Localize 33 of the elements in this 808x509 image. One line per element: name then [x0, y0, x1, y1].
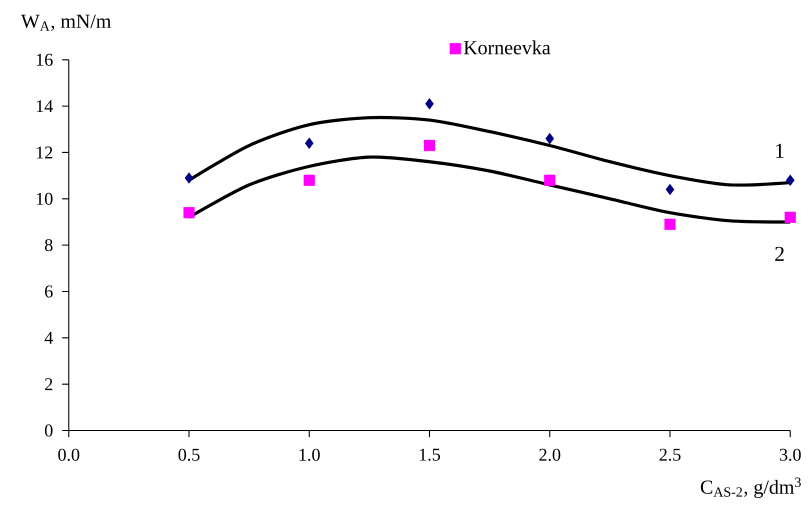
point — [784, 212, 796, 223]
y-tick-label: 16 — [36, 54, 53, 66]
point — [786, 174, 794, 186]
x-tick-label: 1.0 — [300, 448, 320, 461]
x-tick-label: 2.0 — [539, 448, 560, 461]
legend-label: Korneevka — [464, 40, 550, 54]
x-tick-label: 0.5 — [178, 448, 200, 461]
x-tick-label: 3.0 — [780, 448, 801, 461]
point — [664, 218, 676, 230]
annotation: 1 — [776, 144, 784, 158]
y-tick-label: 12 — [36, 146, 52, 158]
y-tick-label: 14 — [36, 100, 53, 112]
point — [544, 174, 556, 186]
x-tick-label: 2.5 — [660, 448, 681, 461]
point — [304, 174, 315, 186]
y-tick-label: 8 — [44, 238, 53, 252]
x-tick-label: 1.5 — [420, 448, 440, 461]
x-axis-title: C$_{AS-2}$, g/dm$^{3}$ — [700, 477, 801, 498]
point — [184, 172, 194, 184]
x-tick-label: 0.0 — [58, 448, 80, 461]
point — [305, 138, 314, 149]
y-axis-title: W$_{A}$, mN/m — [20, 14, 112, 31]
point — [424, 140, 436, 151]
point — [666, 184, 674, 196]
point — [545, 132, 554, 144]
y-tick-label: 0 — [44, 424, 53, 436]
y-tick-label: 6 — [45, 285, 53, 298]
y-tick-label: 2 — [45, 378, 52, 390]
point — [425, 98, 434, 110]
annotation: 2 — [775, 246, 784, 261]
y-tick-label: 10 — [36, 192, 53, 205]
y-tick-label: 4 — [44, 332, 53, 344]
point — [183, 207, 195, 218]
